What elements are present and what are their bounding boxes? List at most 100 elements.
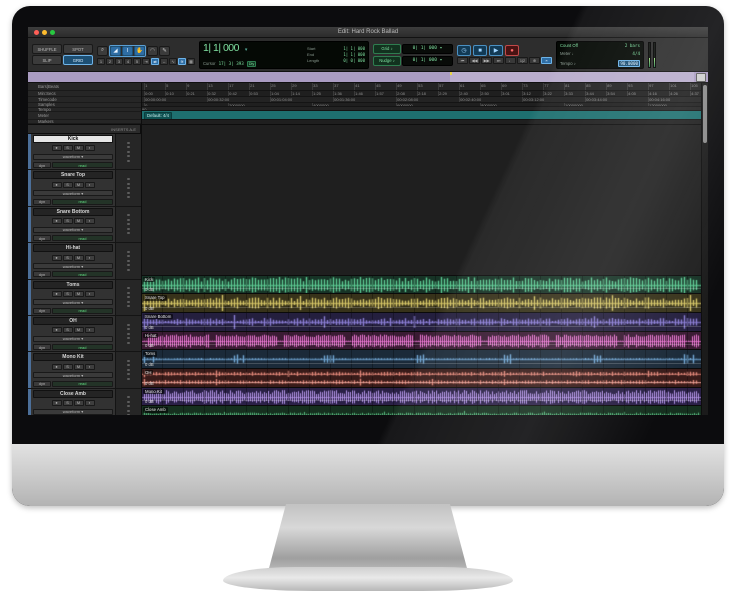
tab-to-transient-toggle[interactable]: ⇥ [142, 57, 150, 65]
return-to-zero-button[interactable]: ⏮ [457, 57, 468, 64]
track-name[interactable]: Hi-hat [33, 244, 113, 253]
track-dyn-selector[interactable]: dyn [33, 380, 51, 387]
universe-view[interactable] [28, 72, 708, 83]
input-monitor-button[interactable]: ▪ [84, 327, 95, 334]
track-name[interactable]: Snare Top [33, 171, 113, 180]
insert-slot[interactable] [127, 296, 130, 299]
meter-default-chip[interactable]: Default: 4/4 [144, 112, 172, 120]
audio-region-close-amb[interactable]: Close Amb0 dB [142, 406, 701, 415]
track-view-selector[interactable]: waveform ▾ [33, 372, 113, 379]
solo-button[interactable]: S [62, 218, 73, 225]
record-enable-button[interactable]: ● [51, 400, 62, 407]
ruler-label-bars-beats[interactable]: Bars|Beats [28, 83, 141, 91]
insert-slot[interactable] [127, 396, 130, 399]
track-view-selector[interactable]: waveform ▾ [33, 263, 113, 270]
edit-mode-slip-button[interactable]: SLIP [32, 55, 62, 65]
ruler-label-timecode[interactable]: Timecode [28, 97, 141, 103]
track-dyn-selector[interactable]: dyn [33, 235, 51, 242]
tempo-label[interactable]: Tempo ♪ [560, 60, 576, 66]
end-value[interactable]: 1| 1| 000 [343, 52, 365, 57]
insert-slot[interactable] [127, 182, 130, 185]
count-off-label[interactable]: Count Off [560, 42, 578, 48]
track-dyn-selector[interactable]: dyn [33, 344, 51, 351]
tempo-ruler[interactable]: 90 [142, 107, 701, 112]
mute-button[interactable]: M [73, 181, 84, 188]
track-view-selector[interactable]: waveform ▾ [33, 226, 113, 233]
track-dyn-selector[interactable]: dyn [33, 307, 51, 314]
input-monitor-button[interactable]: ▪ [84, 254, 95, 261]
insert-slot[interactable] [127, 337, 130, 340]
volume-automation-line[interactable] [142, 288, 701, 290]
record-enable-button[interactable]: ● [51, 290, 62, 297]
volume-automation-line[interactable] [142, 344, 701, 346]
edit-mode-spot-button[interactable]: SPOT [63, 44, 93, 54]
minimize-window-button[interactable] [42, 29, 47, 35]
insert-slot[interactable] [127, 218, 130, 221]
nudge-value[interactable]: 0| 1| 000 ▾ [402, 55, 453, 66]
insert-slot[interactable] [127, 150, 130, 153]
insert-slot[interactable] [127, 409, 130, 412]
record-enable-button[interactable]: ● [51, 327, 62, 334]
solo-button[interactable]: S [62, 290, 73, 297]
insert-slot[interactable] [127, 155, 130, 158]
tempo-event[interactable]: 90 [142, 107, 147, 112]
bars-beats-ruler[interactable]: 1 5 9 13 17 21 25 29 33 37 41 45 49 53 5… [142, 83, 701, 91]
scrub-tool-icon[interactable]: ◠ [147, 45, 158, 56]
insert-slot[interactable] [127, 373, 130, 376]
record-enable-button[interactable]: ● [51, 218, 62, 225]
volume-automation-line[interactable] [142, 400, 701, 402]
input-monitor-button[interactable]: ▪ [84, 400, 95, 407]
zoom-preset-1-button[interactable]: 1 [97, 57, 105, 65]
zoom-preset-2-button[interactable]: 2 [106, 57, 114, 65]
solo-button[interactable]: S [62, 363, 73, 370]
insert-slot[interactable] [127, 368, 130, 371]
record-enable-button[interactable]: ● [51, 254, 62, 261]
insert-slot[interactable] [127, 264, 130, 267]
nudge-mode-button[interactable]: Nudge ♪ [373, 55, 401, 66]
track-automation-mode[interactable]: read [52, 344, 113, 351]
audio-region-kick[interactable]: Kick 0 dB [142, 275, 701, 295]
rewind-button[interactable]: ◀◀ [469, 57, 480, 64]
link-timeline-edit-toggle[interactable]: ⇄ [151, 57, 159, 65]
insert-slot[interactable] [127, 214, 130, 217]
insert-slot[interactable] [127, 400, 130, 403]
input-monitor-button[interactable]: ▪ [84, 290, 95, 297]
online-button[interactable]: ◷ [457, 45, 471, 56]
mute-button[interactable]: M [73, 290, 84, 297]
zoom-tool-icon[interactable]: ⌕ [97, 45, 108, 56]
mute-button[interactable]: M [73, 254, 84, 261]
edit-mode-grid-button[interactable]: GRID [63, 55, 93, 65]
universe-scroll-grip[interactable] [696, 73, 706, 82]
zoom-preset-3-button[interactable]: 3 [115, 57, 123, 65]
pencil-tool-icon[interactable]: ✎ [159, 45, 170, 56]
track-name[interactable]: Close Amb [33, 389, 113, 398]
solo-button[interactable]: S [62, 254, 73, 261]
audio-region-mono-kit[interactable]: Mono Kit 0 dB [142, 387, 701, 407]
grid-value[interactable]: 0| 1| 000 ▾ [402, 43, 453, 54]
track-view-selector[interactable]: waveform ▾ [33, 190, 113, 197]
audio-region-snare-top[interactable]: Snare Top 0 dB [142, 294, 701, 313]
meter-label[interactable]: Meter ♩ [560, 51, 577, 56]
insert-slot[interactable] [127, 232, 130, 235]
ruler-label-markers[interactable]: Markers [28, 119, 141, 124]
insert-slot[interactable] [127, 268, 130, 271]
grid-mode-button[interactable]: Grid ♪ [373, 43, 401, 54]
solo-button[interactable]: S [62, 327, 73, 334]
track-automation-mode[interactable]: read [52, 162, 113, 169]
tempo-value[interactable]: 90.0000 [618, 59, 640, 67]
volume-automation-line[interactable] [142, 381, 701, 383]
timecode-ruler[interactable]: 00:00:00:00 00:00:32:00 00:01:04:00 00:0… [142, 96, 701, 103]
audio-region-oh[interactable]: OH 0 dB [142, 368, 701, 388]
zoom-preset-4-button[interactable]: 4 [124, 57, 132, 65]
input-monitor-button[interactable]: ▪ [84, 218, 95, 225]
start-value[interactable]: 1| 1| 000 [343, 46, 365, 51]
insert-slot[interactable] [127, 259, 130, 262]
track-name[interactable]: Mono Kit [33, 353, 113, 362]
insert-slot[interactable] [127, 287, 130, 290]
ruler-label-min-secs[interactable]: Min:Secs [28, 91, 141, 97]
go-to-end-button[interactable]: ⏭ [493, 57, 504, 64]
grabber-tool-icon[interactable]: ✋ [134, 45, 145, 56]
markers-ruler[interactable] [142, 120, 701, 124]
play-button[interactable]: ▶ [489, 45, 503, 56]
count-in-toggle[interactable]: 1|2 [517, 57, 528, 64]
